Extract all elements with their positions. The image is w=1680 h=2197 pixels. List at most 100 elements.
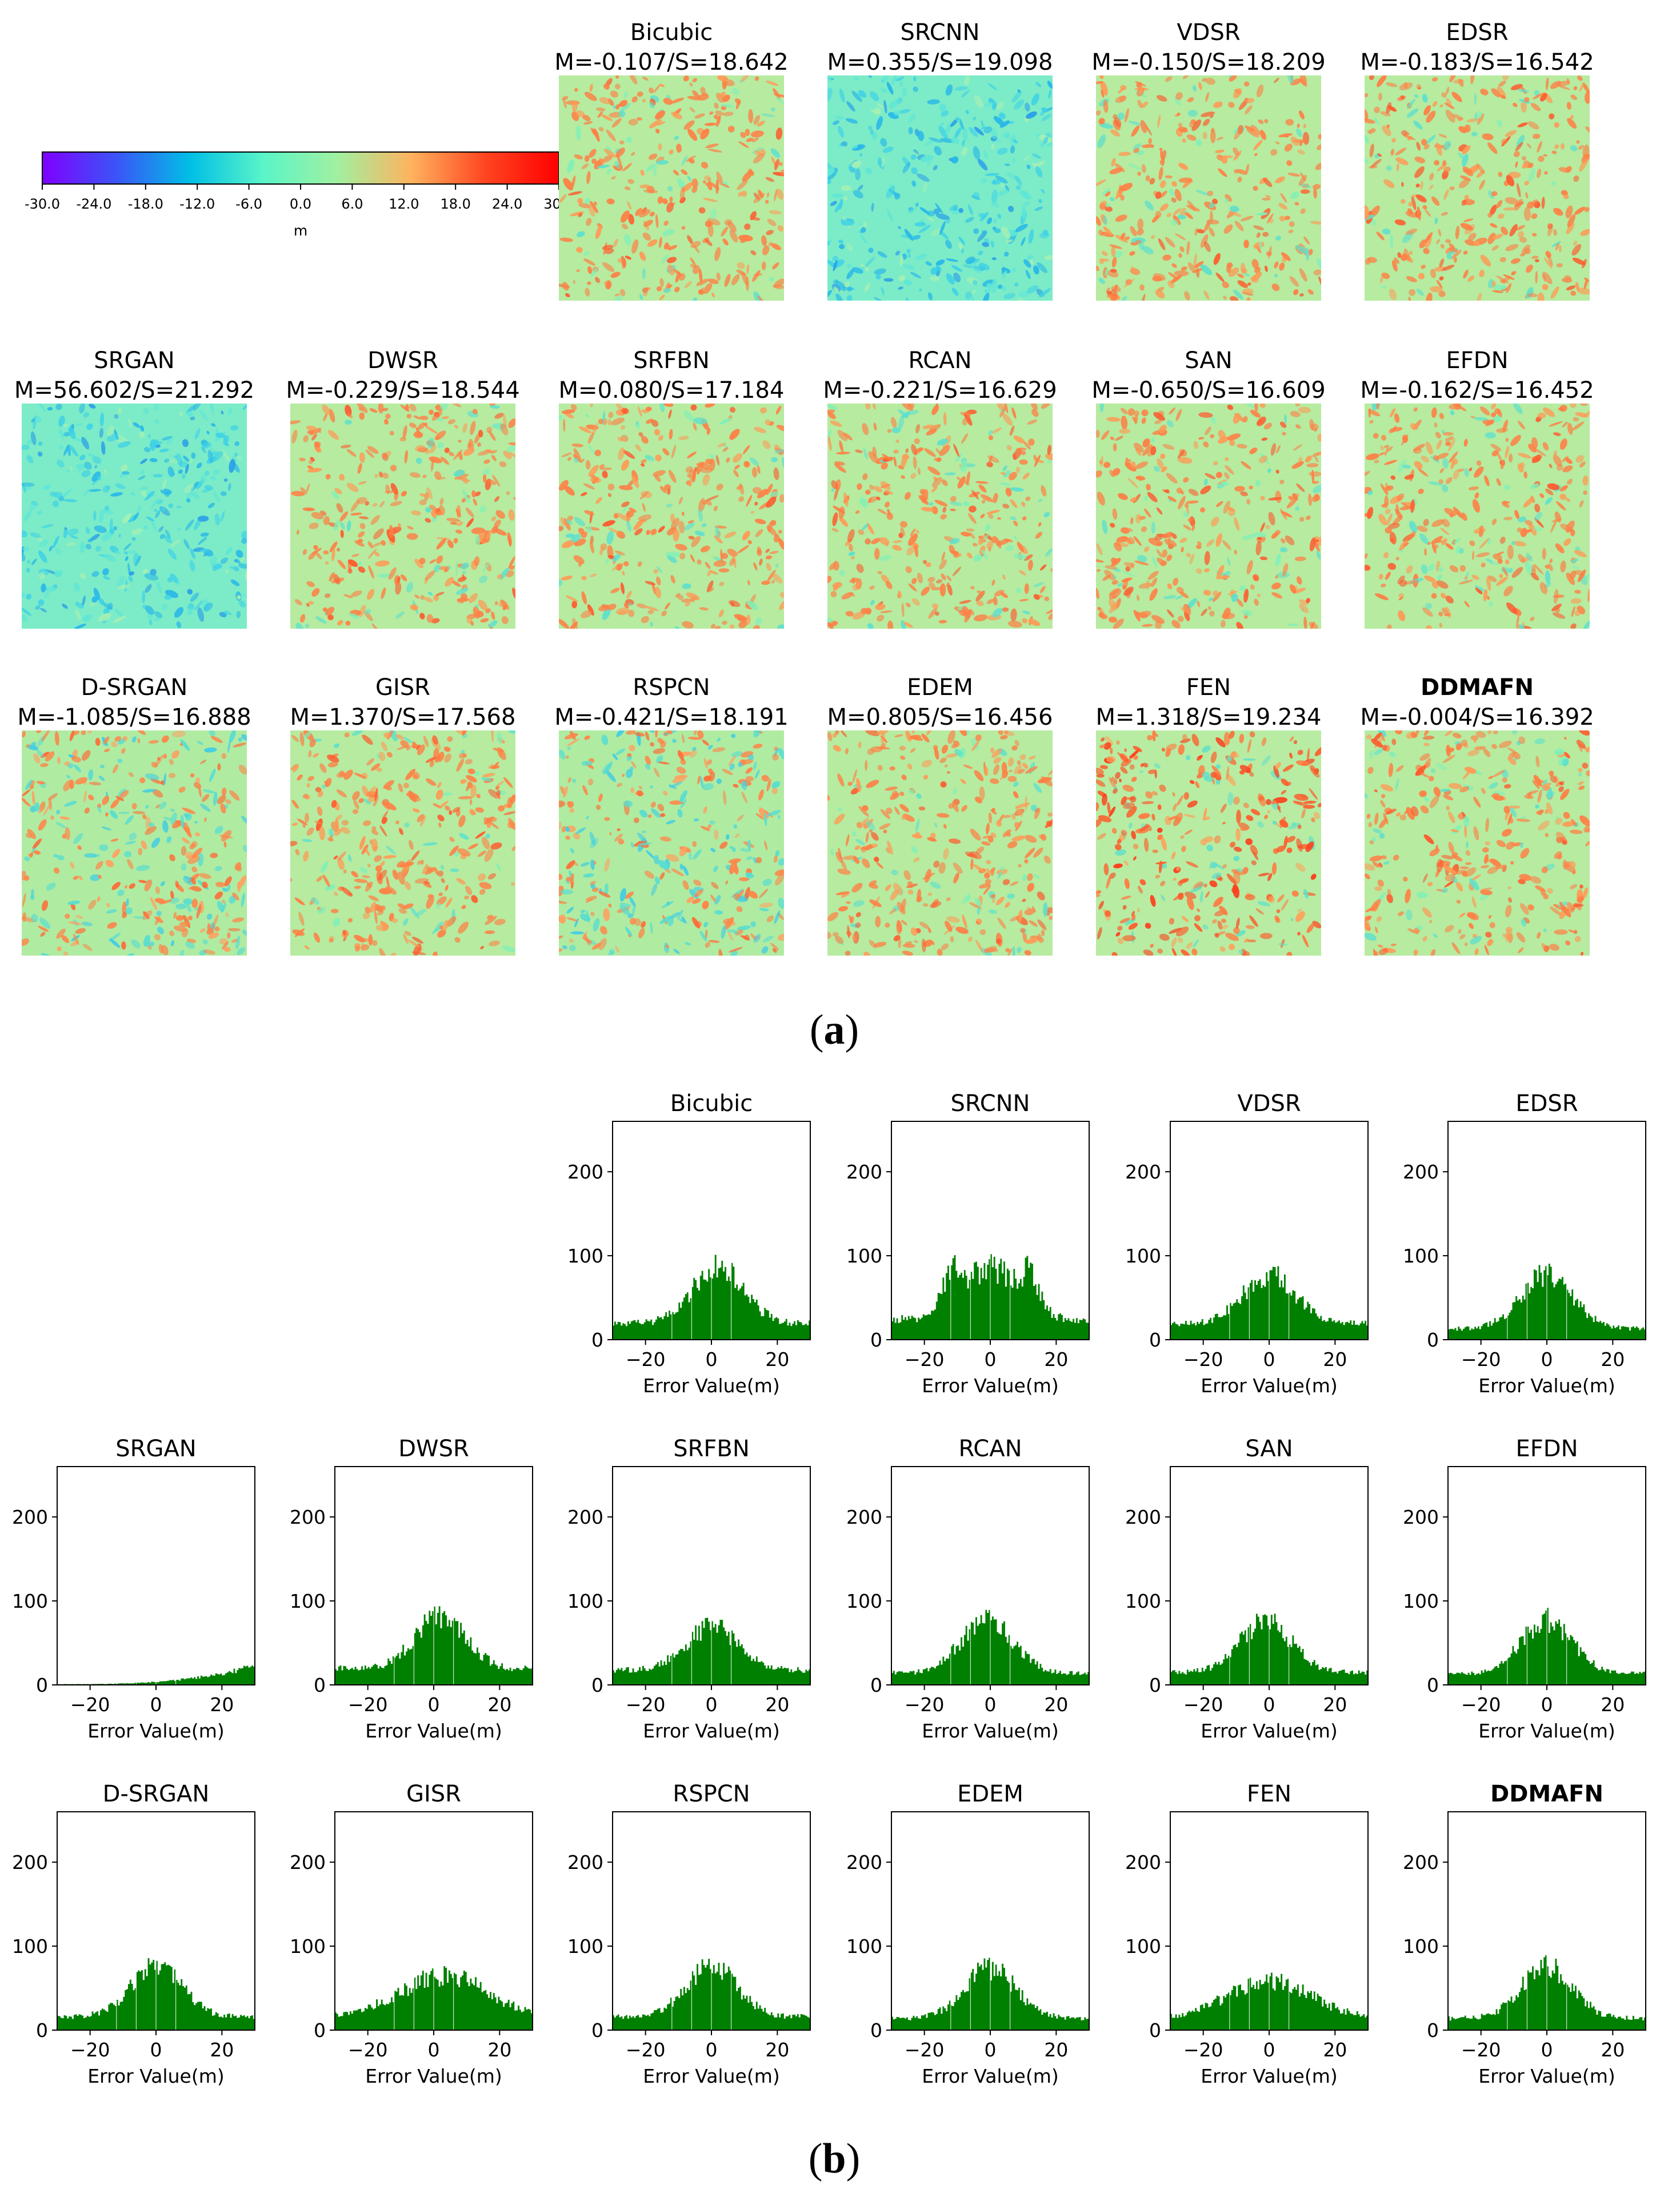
x-axis-label: Error Value(m): [643, 1375, 779, 1397]
colorbar-tick-label: 0.0: [290, 196, 311, 212]
error-map-image: [290, 730, 515, 956]
histogram-title: SRFBN: [673, 1436, 750, 1462]
colorbar-tick-label: 12.0: [389, 196, 419, 212]
error-map-panel: SRGAN M=56.602/S=21.292: [14, 347, 254, 629]
histogram-title: EDSR: [1515, 1090, 1578, 1117]
histogram-title: FEN: [1247, 1781, 1291, 1807]
map-stats: M=-0.229/S=18.544: [286, 377, 519, 404]
x-tick-label: 0: [706, 1693, 718, 1716]
x-tick-label: 0: [985, 1693, 997, 1716]
map-stats: M=-0.107/S=18.642: [554, 49, 788, 75]
x-tick-label: 20: [487, 1693, 511, 1716]
y-tick-label: 100: [12, 1935, 48, 1958]
y-tick-label: 0: [36, 2019, 48, 2042]
error-map-panel: GISR M=1.370/S=17.568: [290, 674, 516, 956]
x-axis-label: Error Value(m): [365, 1720, 502, 1742]
colorbar-tick-label: 6.0: [341, 196, 363, 212]
histogram-title: EFDN: [1515, 1436, 1578, 1462]
x-tick-label: −20: [348, 1693, 388, 1716]
error-map-panel: SAN M=-0.650/S=16.609: [1091, 347, 1326, 629]
error-map-panel: EFDN M=-0.162/S=16.452: [1360, 347, 1594, 629]
map-stats: M=1.370/S=17.568: [290, 704, 516, 730]
y-tick-label: 200: [1125, 1161, 1161, 1183]
map-title: SAN: [1185, 347, 1232, 374]
map-title: GISR: [375, 674, 430, 701]
map-title: EDEM: [907, 674, 973, 701]
map-title: VDSR: [1177, 19, 1240, 46]
y-tick-label: 100: [846, 1935, 882, 1958]
map-stats: M=-0.421/S=18.191: [554, 704, 788, 730]
map-stats: M=-1.085/S=16.888: [17, 704, 251, 730]
map-stats: M=-0.162/S=16.452: [1360, 377, 1594, 404]
histogram-bars: [57, 1665, 255, 1685]
x-axis-label: Error Value(m): [87, 1720, 224, 1742]
caption-b: (b): [808, 2135, 861, 2182]
error-map-panel: EDSR M=-0.183/S=16.542: [1360, 19, 1594, 301]
error-map-panel: RCAN M=-0.221/S=16.629: [823, 347, 1057, 629]
x-axis-label: Error Value(m): [643, 2065, 779, 2087]
y-tick-label: 200: [846, 1161, 882, 1183]
y-tick-label: 100: [567, 1935, 603, 1958]
x-tick-label: 20: [765, 1693, 789, 1716]
histogram-title: RSPCN: [673, 1781, 750, 1807]
error-map-panel: Bicubic M=-0.107/S=18.642: [554, 19, 789, 301]
x-tick-label: 20: [1044, 2039, 1068, 2061]
x-axis-label: Error Value(m): [1478, 2065, 1615, 2087]
x-tick-label: −20: [1183, 1693, 1223, 1716]
histogram-panel: Bicubic 0 100 200 −20 0 20 Error Value(m): [567, 1090, 811, 1397]
y-tick-label: 200: [846, 1851, 882, 1874]
y-tick-label: 0: [1427, 1674, 1439, 1696]
histogram-title: RCAN: [958, 1436, 1022, 1462]
y-tick-label: 100: [1403, 1935, 1439, 1958]
histogram-title: DWSR: [398, 1436, 469, 1462]
x-tick-label: 20: [1601, 1693, 1625, 1716]
x-axis-label: Error Value(m): [1201, 2065, 1337, 2087]
y-tick-label: 200: [12, 1506, 48, 1528]
y-tick-label: 200: [290, 1851, 326, 1874]
x-tick-label: −20: [1183, 1348, 1223, 1371]
histogram-title: SRGAN: [115, 1436, 196, 1462]
map-stats: M=-0.221/S=16.629: [823, 377, 1057, 404]
y-tick-label: 0: [591, 1674, 603, 1696]
map-title: Bicubic: [630, 19, 713, 46]
x-tick-label: 0: [985, 1348, 997, 1371]
colorbar-tick-label: -6.0: [235, 196, 262, 212]
y-tick-label: 100: [1403, 1590, 1439, 1612]
y-tick-label: 100: [290, 1935, 326, 1958]
colorbar-tick-label: 18.0: [440, 196, 470, 212]
y-tick-label: 0: [1149, 1329, 1161, 1351]
colorbar-tick-label: -12.0: [179, 196, 215, 212]
map-stats: M=56.602/S=21.292: [14, 377, 254, 404]
y-tick-label: 100: [567, 1245, 603, 1267]
histogram-title: EDEM: [957, 1781, 1023, 1807]
x-tick-label: 0: [985, 2039, 997, 2061]
map-title: SRFBN: [633, 347, 710, 374]
map-stats: M=1.318/S=19.234: [1096, 704, 1322, 730]
error-map-image: [22, 730, 247, 956]
map-stats: M=-0.150/S=18.209: [1091, 49, 1325, 75]
y-tick-label: 200: [290, 1506, 326, 1528]
histogram-panel: RCAN 0 100 200 −20 0 20 Error Value(m): [846, 1436, 1090, 1742]
x-tick-label: 0: [1263, 2039, 1275, 2061]
x-tick-label: 0: [428, 2039, 440, 2061]
histogram-title: Bicubic: [670, 1090, 753, 1117]
error-map-panel: D-SRGAN M=-1.085/S=16.888: [17, 674, 251, 956]
map-stats: M=-0.004/S=16.392: [1360, 704, 1594, 730]
x-tick-label: 0: [706, 2039, 718, 2061]
x-tick-label: −20: [905, 1693, 945, 1716]
x-tick-label: 20: [1044, 1693, 1068, 1716]
map-title: DDMAFN: [1421, 674, 1534, 701]
map-title: FEN: [1186, 674, 1231, 701]
x-tick-label: 20: [765, 2039, 789, 2061]
histogram-panel: GISR 0 100 200 −20 0 20 Error Value(m): [290, 1781, 533, 2087]
y-tick-label: 100: [846, 1590, 882, 1612]
colorbar-tick-label: -30.0: [25, 196, 60, 212]
y-tick-label: 200: [1125, 1506, 1161, 1528]
histogram-panel: EFDN 0 100 200 −20 0 20 Error Value(m): [1403, 1436, 1646, 1742]
y-tick-label: 0: [314, 1674, 326, 1696]
error-map-grid: Bicubic M=-0.107/S=18.642 SRCNN M=0.355/S=1…: [14, 19, 1594, 956]
x-tick-label: 0: [1263, 1693, 1275, 1716]
y-tick-label: 0: [591, 1329, 603, 1351]
